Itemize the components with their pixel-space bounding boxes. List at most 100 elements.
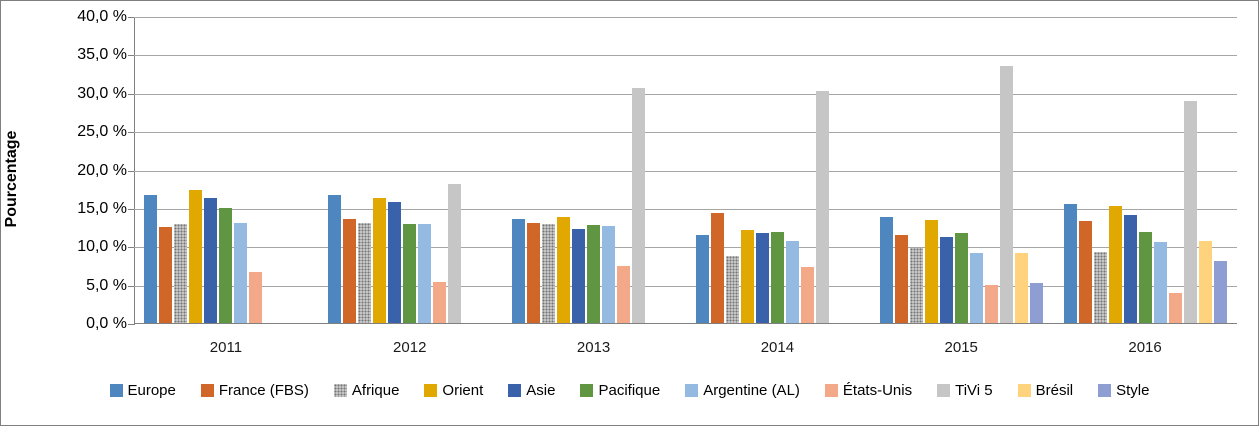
legend-swatch-icon: [109, 384, 123, 397]
gridline: [134, 247, 1237, 248]
bar-etats-unis-2014: [800, 267, 814, 324]
legend-label: Afrique: [351, 382, 400, 399]
bar-argentine-al-2016: [1153, 241, 1167, 324]
legend-item-asie: Asie: [508, 382, 555, 399]
y-axis-tick-label: 40,0 %: [77, 8, 127, 25]
bar-asie-2013: [572, 228, 586, 324]
legend-label: Europe: [127, 382, 176, 399]
legend-item-etats-unis: États-Unis: [824, 382, 913, 399]
gridline: [134, 94, 1237, 95]
legend-swatch-icon: [580, 384, 594, 397]
gridline: [134, 209, 1237, 210]
bar-group-2015: [869, 17, 1053, 324]
bar-bresil-2015: [1014, 253, 1028, 324]
y-axis-tick-label: 5,0 %: [86, 277, 127, 294]
bar-pacifique-2013: [587, 225, 601, 324]
legend-swatch-icon: [824, 384, 838, 397]
legend-item-style: Style: [1098, 382, 1149, 399]
x-axis-tick-label-2013: 2013: [576, 339, 611, 356]
bar-pacifique-2016: [1138, 231, 1152, 324]
legend-label: Brésil: [1035, 382, 1074, 399]
y-axis-title: Pourcentage: [3, 130, 20, 228]
gridline: [134, 17, 1237, 18]
bar-afrique-2011: [174, 224, 188, 324]
bar-pacifique-2015: [954, 232, 968, 324]
bar-group-2016: [1053, 17, 1237, 324]
bar-pacifique-2012: [403, 224, 417, 324]
gridline: [134, 286, 1237, 287]
y-axis-tick: [128, 94, 134, 95]
legend-swatch-icon: [1098, 384, 1112, 397]
y-axis-tick: [128, 171, 134, 172]
bar-asie-2016: [1123, 215, 1137, 324]
bar-asie-2011: [204, 198, 218, 324]
bar-europe-2014: [695, 234, 709, 324]
legend-swatch-icon: [333, 384, 347, 397]
bar-europe-2013: [512, 218, 526, 324]
legend-item-pacifique: Pacifique: [580, 382, 660, 399]
legend-item-bresil: Brésil: [1017, 382, 1074, 399]
legend-item-afrique: Afrique: [333, 382, 400, 399]
y-axis-tick: [128, 132, 134, 133]
legend-label: Style: [1116, 382, 1150, 399]
bar-groups: [134, 17, 1237, 324]
bar-france-fbs-2015: [894, 234, 908, 324]
legend-label: Argentine (AL): [703, 382, 800, 399]
y-axis-tick-label: 10,0 %: [77, 238, 127, 255]
x-axis-tick-labels: 2011 2012 2013 2014 2015 2016: [134, 339, 1237, 356]
legend-swatch-icon: [508, 384, 522, 397]
bar-tivi-5-2016: [1183, 101, 1197, 324]
bar-europe-2011: [144, 195, 158, 324]
x-axis-tick-label-2011: 2011: [209, 339, 243, 356]
bar-tivi-5-2014: [815, 90, 829, 324]
legend-item-france-fbs: France (FBS): [200, 382, 309, 399]
bar-france-fbs-2014: [710, 213, 724, 324]
legend-swatch-icon: [685, 384, 699, 397]
bar-tivi-5-2012: [448, 184, 462, 324]
bar-style-2016: [1213, 261, 1227, 324]
legend-label: États-Unis: [842, 382, 913, 399]
bar-europe-2012: [328, 195, 342, 324]
bar-etats-unis-2012: [433, 281, 447, 324]
bar-afrique-2016: [1093, 251, 1107, 324]
legend-label: Asie: [526, 382, 556, 399]
legend-label: Orient: [442, 382, 484, 399]
bar-group-2011: [134, 17, 318, 324]
y-axis-tick: [128, 17, 134, 18]
plot-area: [128, 17, 1237, 325]
bar-afrique-2012: [358, 223, 372, 324]
bar-afrique-2014: [725, 255, 739, 324]
bar-orient-2013: [557, 217, 571, 324]
bar-asie-2014: [755, 232, 769, 324]
y-axis-tick: [128, 247, 134, 248]
bar-pacifique-2014: [770, 231, 784, 324]
x-axis-tick-label-2015: 2015: [944, 339, 978, 356]
bar-france-fbs-2012: [343, 218, 357, 324]
bar-argentine-al-2012: [418, 224, 432, 324]
bar-asie-2015: [939, 237, 953, 324]
bar-group-2013: [502, 17, 686, 324]
y-axis-tick-label: 30,0 %: [77, 85, 127, 102]
bar-argentine-al-2011: [234, 222, 248, 324]
legend-swatch-icon: [937, 384, 951, 397]
bar-europe-2016: [1063, 203, 1077, 324]
gridline: [134, 55, 1237, 56]
bar-argentine-al-2013: [602, 225, 616, 324]
bar-group-2012: [318, 17, 502, 324]
y-axis-tick-label: 35,0 %: [77, 46, 127, 63]
legend-swatch-icon: [1017, 384, 1031, 397]
bar-tivi-5-2013: [632, 87, 646, 324]
bar-afrique-2013: [542, 224, 556, 324]
y-axis-tick-label: 0,0 %: [86, 315, 127, 332]
y-axis-tick-label: 15,0 %: [77, 200, 127, 217]
bar-afrique-2015: [909, 248, 923, 324]
x-axis-tick-label-2012: 2012: [393, 339, 427, 356]
legend-label: France (FBS): [218, 382, 309, 399]
bar-argentine-al-2015: [969, 253, 983, 324]
bar-asie-2012: [388, 201, 402, 324]
y-axis-tick: [128, 209, 134, 210]
bar-europe-2015: [879, 217, 893, 324]
legend-item-orient: Orient: [424, 382, 483, 399]
bar-etats-unis-2013: [617, 266, 631, 324]
